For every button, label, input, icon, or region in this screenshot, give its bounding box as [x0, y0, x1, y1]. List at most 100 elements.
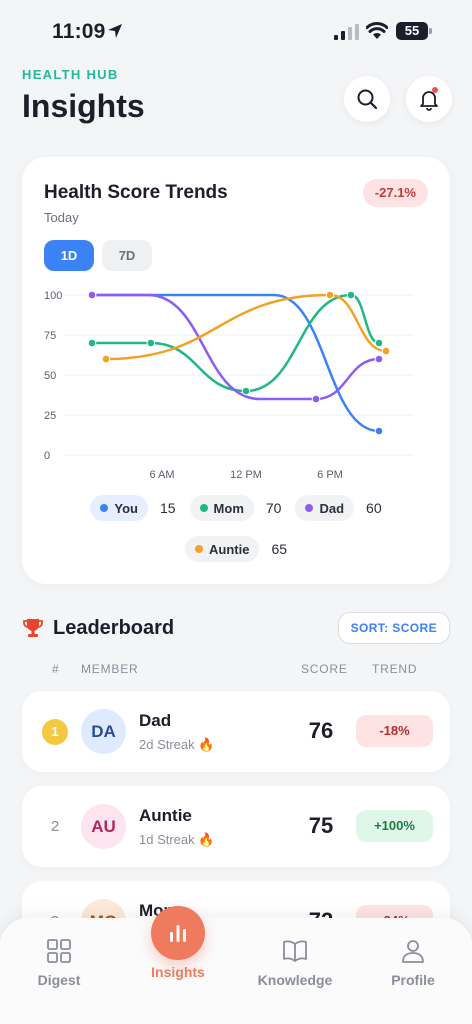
- chart-legend: You 15 Mom 70 Dad 60: [22, 495, 450, 521]
- trophy-icon: [23, 619, 43, 637]
- chart-legend-overflow: Auntie 65: [22, 536, 450, 562]
- person-icon: [402, 940, 424, 963]
- series-line-dad: [90, 293, 381, 401]
- x-tick-label: 12 PM: [230, 469, 262, 481]
- grid-icon: [47, 939, 71, 963]
- legend-value: 70: [265, 500, 282, 516]
- search-button[interactable]: [344, 76, 390, 122]
- legend-item-mom[interactable]: Mom 70: [189, 495, 282, 521]
- leaderboard-row[interactable]: 2 AU Auntie 1d Streak 🔥 75 +100%: [22, 786, 450, 867]
- cellular-signal-icon: [334, 24, 359, 40]
- data-point-dad: [374, 354, 384, 364]
- legend-dot: [100, 504, 109, 512]
- data-point-mom: [87, 338, 97, 348]
- data-point-mom: [374, 338, 384, 348]
- nav-item-knowledge[interactable]: Knowledge: [250, 938, 340, 988]
- data-point-dad: [87, 290, 97, 300]
- data-point-dad: [311, 394, 321, 404]
- data-point-mom: [241, 386, 251, 396]
- battery-icon: 55: [396, 22, 432, 40]
- nav-item-insights[interactable]: Insights: [133, 956, 223, 980]
- nav-item-digest[interactable]: Digest: [14, 938, 104, 988]
- legend-value: 60: [366, 500, 382, 516]
- sort-button[interactable]: SORT: SCORE: [337, 612, 450, 644]
- series-line-you: [90, 293, 381, 433]
- change-badge: -27.1%: [362, 179, 428, 207]
- legend-label: Dad: [319, 500, 345, 516]
- rank-number: 2: [50, 818, 60, 835]
- legend-dot: [305, 504, 314, 512]
- member-streak: 1d Streak 🔥: [139, 832, 215, 847]
- bottom-navigation: Digest Insights Knowledge Profile: [0, 918, 472, 1024]
- nav-label: Digest: [37, 972, 81, 988]
- health-score-chart: 100 75 50 25 0 6 AM 12 PM 6 PM: [44, 290, 414, 481]
- legend-pill[interactable]: Auntie: [184, 536, 260, 562]
- leaderboard-title: Leaderboard: [53, 617, 175, 639]
- legend-pill[interactable]: You: [90, 495, 148, 521]
- column-header-trend: TREND: [372, 662, 418, 676]
- y-tick-label: 50: [44, 370, 56, 382]
- nav-item-profile[interactable]: Profile: [368, 938, 458, 988]
- legend-item-auntie[interactable]: Auntie 65: [184, 536, 288, 562]
- trend-badge: +100%: [356, 810, 433, 842]
- member-name: Auntie: [139, 806, 192, 825]
- member-score: 75: [308, 813, 334, 838]
- section-eyebrow: HEALTH HUB: [22, 67, 119, 82]
- legend-value: 15: [159, 500, 176, 516]
- legend-value: 65: [271, 541, 288, 557]
- legend-dot: [199, 504, 208, 512]
- legend-label: You: [114, 500, 138, 516]
- legend-item-dad[interactable]: Dad 60: [295, 495, 382, 521]
- column-header-member: MEMBER: [81, 662, 139, 676]
- legend-pill[interactable]: Mom: [189, 495, 254, 521]
- bell-icon: [420, 91, 438, 111]
- data-point-auntie: [325, 290, 335, 300]
- range-tab-7d[interactable]: 7D: [102, 240, 152, 271]
- y-tick-label: 0: [44, 450, 50, 462]
- data-point-auntie: [381, 346, 391, 356]
- legend-label: Auntie: [208, 541, 250, 557]
- x-tick-label: 6 AM: [149, 469, 174, 481]
- avatar: AU: [81, 804, 126, 849]
- data-point-auntie: [101, 354, 111, 364]
- legend-item-you[interactable]: You 15: [90, 495, 176, 521]
- card-title: Health Score Trends: [44, 182, 228, 203]
- member-score: 76: [308, 718, 334, 743]
- data-point-you: [374, 426, 384, 436]
- notification-dot: [432, 87, 438, 93]
- column-header-score: SCORE: [301, 662, 348, 676]
- legend-pill[interactable]: Dad: [295, 495, 355, 521]
- nav-label: Insights: [151, 964, 205, 980]
- location-arrow-icon: [108, 24, 122, 38]
- book-icon: [283, 940, 307, 962]
- card-subtitle: Today: [44, 210, 79, 225]
- series-line-mom: [90, 293, 381, 393]
- data-point-mom: [146, 338, 156, 348]
- page-title: Insights: [22, 88, 145, 124]
- health-score-trends-card: Health Score Trends Today -27.1% 1D 7D 1…: [22, 157, 450, 584]
- trend-badge: -18%: [356, 715, 433, 747]
- nav-label: Knowledge: [257, 972, 333, 988]
- battery-level: 55: [404, 23, 420, 38]
- leaderboard-row[interactable]: 1 DA Dad 2d Streak 🔥 76 -18%: [22, 691, 450, 772]
- data-point-mom: [346, 290, 356, 300]
- series-line-auntie: [104, 293, 388, 361]
- y-tick-label: 75: [44, 330, 56, 342]
- status-bar: 11:09 55: [0, 0, 472, 60]
- notifications-button[interactable]: [406, 76, 452, 122]
- nav-label: Profile: [391, 972, 435, 988]
- search-icon: [357, 89, 378, 110]
- y-tick-label: 25: [44, 410, 56, 422]
- status-time: 11:09: [52, 20, 106, 43]
- member-name: Dad: [139, 711, 172, 730]
- rank-badge: 1: [42, 719, 68, 745]
- member-streak: 2d Streak 🔥: [139, 737, 215, 752]
- bar-chart-icon: [170, 925, 186, 942]
- y-tick-label: 100: [44, 290, 62, 302]
- avatar: DA: [81, 709, 126, 754]
- insights-active-button[interactable]: [151, 906, 205, 960]
- legend-dot: [194, 545, 203, 553]
- range-tab-1d[interactable]: 1D: [44, 240, 94, 271]
- x-tick-label: 6 PM: [317, 469, 343, 481]
- legend-label: Mom: [213, 500, 244, 516]
